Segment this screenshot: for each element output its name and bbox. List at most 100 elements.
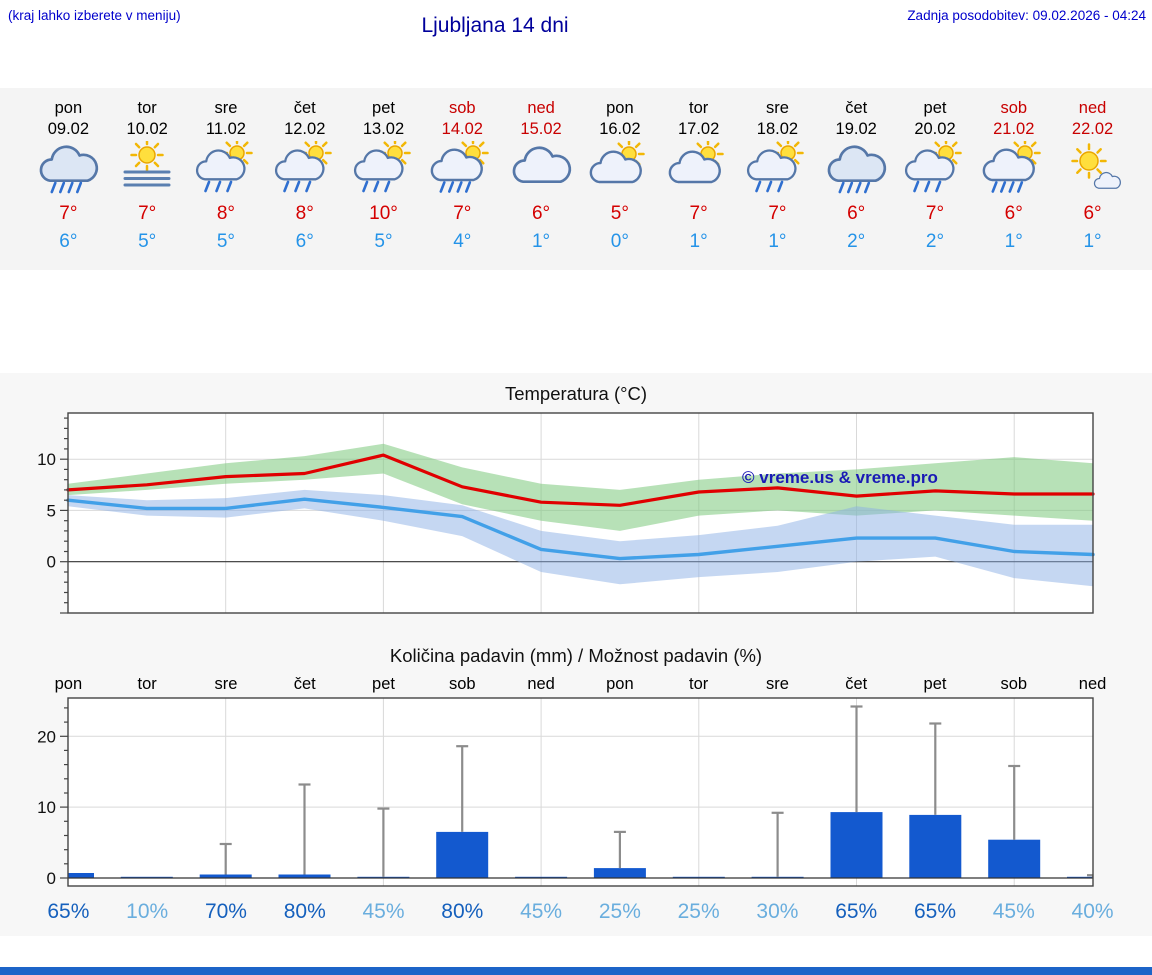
forecast-day: tor 17.02 7° 1° <box>659 98 738 270</box>
page-title: Ljubljana 14 dni <box>421 14 569 37</box>
day-date: 09.02 <box>47 120 90 138</box>
precip-day-label: sob <box>448 675 476 693</box>
svg-text:0: 0 <box>47 869 56 888</box>
sun-fog-icon <box>108 140 187 198</box>
high-temp: 7° <box>768 203 787 224</box>
high-temp: 7° <box>453 203 472 224</box>
sun-rain-icon <box>187 140 266 198</box>
high-temp: 7° <box>138 203 157 224</box>
precip-probability: 45% <box>992 900 1035 923</box>
precip-day-label: tor <box>137 675 157 693</box>
day-name: tor <box>137 99 157 117</box>
day-name: ned <box>527 99 555 117</box>
low-temp: 0° <box>610 231 629 252</box>
sun-rain-icon <box>896 140 975 198</box>
precip-day-label: ned <box>527 675 555 693</box>
precip-day-label: pet <box>372 675 395 693</box>
high-temp: 7° <box>689 203 708 224</box>
svg-text:0: 0 <box>47 553 56 572</box>
low-temp: 6° <box>295 231 314 252</box>
high-temp: 6° <box>1083 203 1102 224</box>
svg-text:10: 10 <box>37 798 56 817</box>
precip-day-labels: pon tor sre čet pet sob ned pon tor sre čet pet sob n… <box>0 675 1152 694</box>
low-temp: 5° <box>216 231 236 252</box>
low-temp: 2° <box>847 231 866 252</box>
day-date: 18.02 <box>756 120 799 138</box>
precip-day-label: pon <box>606 675 634 693</box>
charts-section: Temperatura (°C) 0 5 10 © vreme.us & vreme.… <box>0 373 1152 936</box>
high-temp: 6° <box>531 203 551 224</box>
forecast-day: čet 12.02 8° 6° <box>265 98 344 270</box>
day-date: 12.02 <box>284 120 326 138</box>
temperature-chart-title: Temperatura (°C) <box>504 383 648 404</box>
day-name: ned <box>1078 99 1107 117</box>
precip-probability: 25% <box>598 900 641 923</box>
forecast-day: pet 20.02 7° 2° <box>896 98 975 270</box>
precip-day-label: pet <box>923 675 947 693</box>
partly-cloudy-icon <box>580 140 659 198</box>
forecast-day: ned 15.02 6° 1° <box>502 98 581 270</box>
precip-chart-title: Količina padavin (mm) / Možnost padavin … <box>389 645 763 666</box>
precip-probability: 30% <box>756 900 799 923</box>
day-name: sre <box>765 99 789 117</box>
low-temp: 1° <box>531 231 551 252</box>
low-temp: 5° <box>138 231 157 252</box>
precip-probability: 25% <box>677 900 720 923</box>
precip-probability: 40% <box>1071 900 1114 923</box>
low-temp: 1° <box>689 231 708 252</box>
high-temp: 10° <box>369 203 398 224</box>
day-date: 13.02 <box>362 120 405 138</box>
precip-day-label: ned <box>1078 675 1107 693</box>
forecast-day: sre 11.02 8° 5° <box>187 98 266 270</box>
day-date: 15.02 <box>520 120 562 138</box>
temperature-chart: 0 5 10 © vreme.us & vreme.pro <box>0 407 1152 619</box>
day-date: 17.02 <box>677 120 720 138</box>
sun-heavy-rain-icon <box>423 140 502 198</box>
day-date: 20.02 <box>914 120 956 138</box>
low-temp: 5° <box>374 231 393 252</box>
day-name: pon <box>606 99 634 117</box>
header: (kraj lahko izberete v meniju) Ljubljana… <box>0 0 1152 44</box>
precip-probability: 45% <box>362 900 405 923</box>
precip-day-label: sre <box>214 675 238 693</box>
precip-probability: 10% <box>126 900 169 923</box>
day-date: 10.02 <box>126 120 168 138</box>
day-date: 11.02 <box>205 120 246 138</box>
mostly-sunny-icon <box>1053 140 1132 198</box>
forecast-day: sob 21.02 6° 1° <box>974 98 1053 270</box>
svg-text:10: 10 <box>37 450 56 469</box>
sun-rain-icon <box>344 140 423 198</box>
day-name: tor <box>689 99 709 117</box>
day-date: 19.02 <box>835 120 877 138</box>
svg-text:5: 5 <box>47 501 56 520</box>
precip-day-label: čet <box>845 675 868 693</box>
day-name: pet <box>372 99 395 117</box>
rain-icon <box>817 140 896 198</box>
low-temp: 1° <box>1004 231 1023 252</box>
forecast-day: tor 10.02 7° 5° <box>108 98 187 270</box>
forecast-day: pet 13.02 10° 5° <box>344 98 423 270</box>
precip-day-label: čet <box>293 675 316 693</box>
partly-cloudy-icon <box>659 140 738 198</box>
svg-text:20: 20 <box>37 727 56 746</box>
last-update: Zadnja posodobitev: 09.02.2026 - 04:24 <box>907 8 1146 23</box>
precip-day-label: pon <box>54 675 83 693</box>
precip-probability: 65% <box>835 900 878 923</box>
day-date: 16.02 <box>599 120 641 138</box>
sun-heavy-rain-icon <box>974 140 1053 198</box>
day-name: sre <box>214 99 238 117</box>
forecast-day: sob 14.02 7° 4° <box>423 98 502 270</box>
forecast-day: ned 22.02 6° 1° <box>1053 98 1132 270</box>
forecast-day: pon 16.02 5° 0° <box>580 98 659 270</box>
low-temp: 1° <box>1083 231 1102 252</box>
day-name: pon <box>54 99 83 117</box>
forecast-strip: pon 09.02 7° 6° tor 10.02 7° 5° sre 11.02 8° 5° čet 1… <box>0 88 1152 270</box>
low-temp: 1° <box>768 231 787 252</box>
precip-probability-row: 65% 10% 70% 80% 45% 80% 45% 25% 25% 30% 65% 65% 45% 4… <box>0 900 1152 924</box>
precip-probability: 80% <box>441 900 484 923</box>
sun-rain-icon <box>265 140 344 198</box>
precip-day-label: tor <box>689 675 709 693</box>
day-name: sob <box>1000 99 1028 117</box>
rain-icon <box>29 140 108 198</box>
low-temp: 4° <box>453 231 472 252</box>
